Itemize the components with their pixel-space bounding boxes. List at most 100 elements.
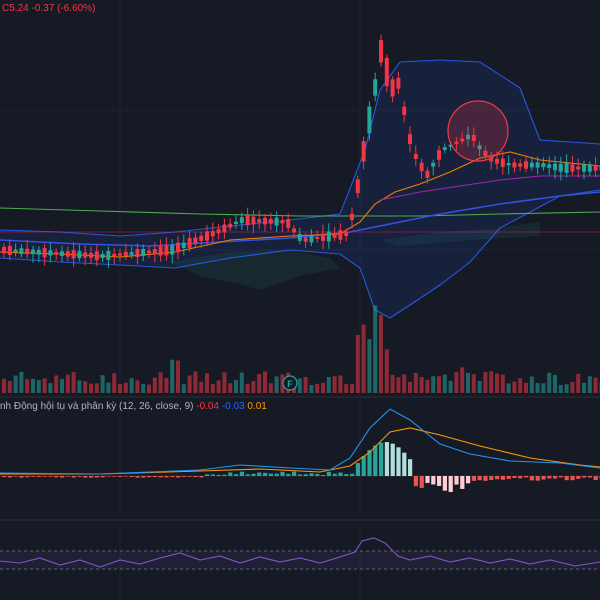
volume-bar	[576, 373, 581, 393]
candle-body	[402, 106, 407, 115]
volume-bar	[263, 371, 267, 393]
volume-bar	[135, 380, 140, 393]
candlestick-series[interactable]	[2, 34, 600, 268]
volume-bar	[350, 383, 354, 393]
macd-histogram-bar	[321, 474, 326, 476]
candle-body	[36, 249, 41, 255]
macd-histogram	[2, 442, 600, 492]
candle-body	[442, 147, 447, 150]
volume-bar	[31, 378, 35, 393]
macd-histogram-bar	[431, 476, 436, 485]
volume-bar	[460, 367, 465, 393]
cloud-fill	[170, 250, 340, 290]
macd-histogram-bar	[280, 471, 285, 476]
rsi-line	[0, 537, 600, 568]
volume-bar	[83, 381, 88, 393]
candle-body	[512, 162, 517, 168]
volume-bar	[234, 380, 238, 393]
macd-histogram-bar	[315, 473, 320, 476]
legend-close-prefix: C	[2, 3, 10, 14]
candle-body	[100, 253, 105, 259]
macd-histogram-bar	[193, 476, 198, 478]
macd-histogram-bar	[228, 472, 233, 476]
volume-bar	[309, 384, 314, 393]
macd-histogram-bar	[147, 476, 152, 478]
candle-body	[199, 235, 204, 241]
macd-histogram-bar	[292, 471, 297, 476]
candle-body	[373, 79, 378, 96]
macd-histogram-bar	[297, 474, 302, 476]
candle-body	[477, 145, 482, 150]
volume-bar	[558, 384, 563, 393]
candle-body	[71, 250, 76, 259]
volume-bar	[199, 381, 204, 393]
macd-histogram-bar	[36, 476, 41, 477]
earnings-flag-icon[interactable]: F	[282, 375, 298, 391]
volume-bar	[535, 382, 540, 393]
candle-body	[135, 248, 140, 257]
macd-histogram-bar	[396, 447, 401, 476]
volume-bar	[425, 379, 430, 393]
volume-bar	[326, 377, 331, 393]
volume-bar	[239, 372, 244, 393]
macd-legend[interactable]: nh Động hội tụ và phân kỳ (12, 26, close…	[0, 401, 267, 412]
macd-histogram-bar	[373, 445, 378, 476]
candle-body	[524, 161, 528, 169]
volume-bar	[152, 377, 157, 393]
volume-bar	[431, 376, 436, 393]
candle-body	[344, 232, 349, 237]
candle-body	[321, 233, 325, 241]
candle-body	[280, 220, 285, 224]
macd-histogram-bar	[570, 476, 575, 481]
candle-body	[309, 235, 314, 243]
volume-bar	[112, 373, 117, 393]
macd-histogram-bar	[344, 474, 349, 476]
volume-bar	[408, 381, 412, 393]
volume-bar	[402, 374, 407, 393]
candle-body	[570, 164, 575, 172]
candle-body	[332, 233, 337, 238]
candle-body	[338, 230, 343, 240]
macd-histogram-bar	[448, 476, 453, 492]
macd-histogram-bar	[216, 474, 221, 476]
macd-histogram-bar	[541, 476, 546, 480]
volume-bar	[303, 377, 308, 393]
volume-bar	[587, 376, 592, 393]
candle-body	[541, 163, 546, 168]
macd-histogram-bar	[89, 476, 94, 478]
macd-histogram-bar	[83, 476, 88, 478]
candle-body	[553, 163, 557, 171]
macd-histogram-bar	[309, 473, 314, 476]
candle-body	[297, 233, 302, 241]
volume-bar	[396, 377, 401, 393]
macd-histogram-bar	[25, 476, 30, 478]
highlight-circle-annotation[interactable]	[447, 100, 509, 162]
candle-body	[379, 40, 383, 63]
volume-bar	[315, 383, 320, 393]
macd-histogram-bar	[152, 476, 157, 478]
volume-bar	[274, 376, 279, 393]
volume-bar	[582, 382, 586, 393]
macd-histogram-bar	[419, 476, 424, 488]
volume-bar	[118, 384, 122, 393]
volume-bar	[466, 372, 470, 393]
macd-histogram-bar	[234, 474, 239, 476]
macd-histogram-bar	[263, 472, 268, 476]
candle-body	[94, 251, 99, 261]
rsi-band	[0, 551, 600, 569]
macd-histogram-bar	[564, 476, 569, 481]
macd-histogram-bar	[466, 476, 471, 484]
candle-body	[558, 163, 563, 172]
macd-histogram-bar	[495, 476, 500, 480]
candle-body	[152, 248, 157, 254]
macd-histogram-bar	[158, 476, 163, 478]
volume-bar	[77, 380, 82, 393]
volume-bar	[500, 374, 505, 393]
candle-body	[326, 231, 331, 242]
macd-histogram-bar	[181, 476, 186, 477]
macd-histogram-bar	[529, 476, 534, 481]
candle-body	[425, 170, 430, 178]
candle-body	[355, 179, 360, 194]
volume-bar	[48, 383, 53, 393]
